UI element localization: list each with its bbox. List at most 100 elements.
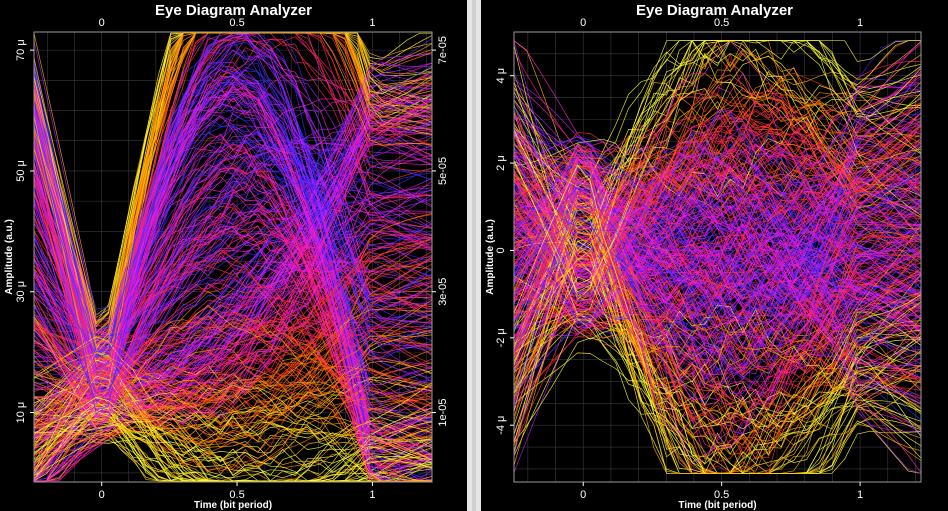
y-tick-label-left: 50 μ: [15, 160, 27, 182]
eye-trace: [513, 186, 922, 389]
eye-trace: [34, 62, 433, 482]
y-tick-label-right: 5e-05: [437, 157, 449, 185]
eye-trace: [513, 313, 922, 373]
eye-trace: [33, 336, 433, 460]
eye-trace: [33, 233, 433, 384]
axes: 0 0 0.5 0.5 1 1 4 μ 2 μ 0 -2 μ -4 μ Time (bit perio…: [485, 17, 922, 511]
eye-trace: [33, 94, 433, 355]
eye-trace: [33, 179, 432, 482]
eye-trace: [33, 428, 433, 461]
y-tick-label-left: -4 μ: [495, 416, 507, 435]
eye-trace: [33, 156, 433, 355]
eye-trace: [33, 134, 433, 410]
x-tick-label-top: 0.5: [714, 17, 729, 29]
eye-trace: [513, 104, 922, 456]
trace-group: [513, 39, 922, 475]
x-tick-label-bottom: 0.5: [229, 489, 244, 501]
eye-trace: [513, 271, 922, 334]
eye-trace: [33, 304, 432, 482]
eye-trace: [513, 123, 922, 336]
eye-trace: [513, 240, 922, 324]
eye-trace: [33, 277, 433, 392]
y-tick-label-right: 1e-05: [437, 398, 449, 426]
eye-trace: [513, 72, 922, 324]
eye-trace: [33, 376, 432, 482]
eye-trace: [33, 246, 433, 430]
eye-trace: [513, 136, 922, 289]
eye-trace: [513, 131, 922, 324]
eye-trace: [513, 113, 922, 400]
eye-trace: [33, 284, 433, 375]
eye-trace: [33, 230, 433, 352]
eye-trace: [513, 112, 922, 329]
eye-trace: [513, 337, 922, 447]
eye-trace: [513, 221, 922, 474]
x-tick-label-bottom: 1: [857, 489, 863, 501]
eye-trace: [33, 241, 433, 415]
eye-trace: [513, 135, 922, 474]
eye-trace: [33, 146, 433, 482]
eye-trace: [33, 100, 433, 482]
eye-trace: [33, 119, 433, 369]
eye-trace: [513, 180, 922, 297]
eye-trace: [513, 48, 922, 209]
eye-trace: [33, 137, 433, 347]
eye-trace: [513, 240, 922, 333]
eye-trace: [33, 142, 433, 430]
eye-trace: [33, 408, 433, 480]
eye-trace: [33, 335, 433, 449]
eye-trace: [33, 36, 433, 470]
eye-trace: [33, 413, 433, 482]
eye-trace: [33, 168, 433, 359]
eye-trace: [33, 237, 433, 431]
eye-trace: [33, 88, 433, 430]
eye-trace: [33, 116, 433, 458]
eye-trace: [33, 410, 432, 482]
eye-trace: [513, 222, 922, 383]
eye-trace: [513, 181, 922, 264]
eye-trace: [513, 110, 922, 435]
x-tick-label-bottom: 1: [369, 489, 375, 501]
eye-trace: [33, 124, 433, 390]
eye-trace: [33, 376, 433, 454]
eye-trace: [33, 52, 433, 478]
eye-trace: [33, 71, 433, 370]
eye-trace: [33, 409, 432, 482]
eye-trace: [513, 102, 922, 315]
eye-trace: [513, 112, 922, 213]
eye-trace: [33, 164, 433, 448]
eye-trace: [513, 293, 922, 392]
eye-trace: [33, 263, 433, 334]
eye-trace: [33, 225, 433, 398]
y-axis-label: Amplitude (a.u.): [485, 219, 496, 295]
eye-trace: [33, 357, 433, 436]
eye-trace: [513, 192, 922, 400]
y-tick-label-left: 10 μ: [15, 402, 27, 424]
panel-splitter[interactable]: [467, 0, 481, 511]
eye-trace: [513, 204, 922, 318]
eye-trace: [513, 91, 922, 260]
eye-trace: [513, 50, 922, 262]
eye-trace: [513, 236, 922, 347]
eye-trace: [513, 132, 922, 473]
eye-trace: [33, 166, 433, 337]
eye-trace: [513, 242, 922, 415]
eye-trace: [33, 64, 433, 359]
y-tick-label-left: 0: [495, 247, 507, 253]
eye-trace: [513, 222, 922, 336]
eye-trace: [513, 190, 922, 298]
eye-trace: [33, 95, 433, 404]
eye-trace: [513, 245, 922, 474]
eye-trace: [513, 218, 922, 408]
eye-trace: [513, 131, 922, 361]
eye-trace: [33, 315, 432, 482]
plot-frame: [33, 31, 433, 483]
eye-trace: [33, 177, 433, 405]
eye-trace: [513, 52, 922, 229]
eye-trace: [33, 92, 433, 465]
eye-trace: [33, 213, 433, 413]
x-tick-label-top: 1: [369, 17, 375, 29]
eye-trace: [33, 277, 433, 403]
eye-trace: [33, 97, 433, 468]
x-axis-label: Time (bit period): [678, 500, 756, 511]
